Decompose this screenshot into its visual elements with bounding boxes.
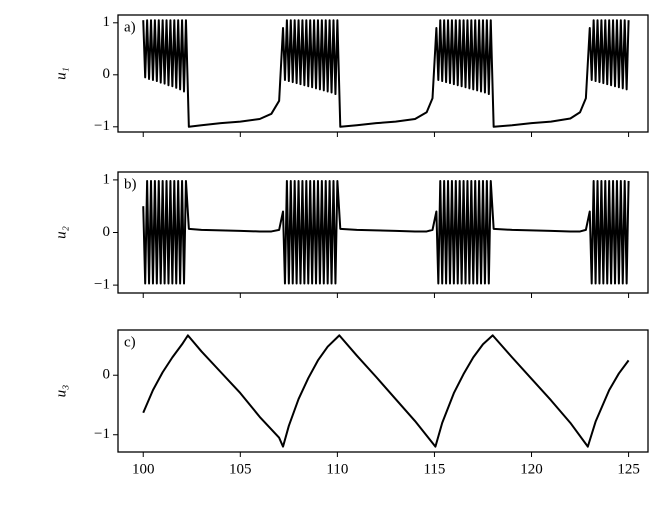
y-tick-label: −1 xyxy=(94,426,110,442)
x-tick-label: 125 xyxy=(617,461,640,477)
y-tick-label: 0 xyxy=(103,66,111,82)
y-tick-label: −1 xyxy=(94,277,110,293)
x-tick-label: 115 xyxy=(423,461,445,477)
data-line xyxy=(142,19,630,128)
y-axis-label: u₃ xyxy=(53,385,69,398)
y-tick-label: −1 xyxy=(94,118,110,134)
x-tick-label: 105 xyxy=(229,461,252,477)
y-tick-label: 1 xyxy=(103,171,111,187)
data-line xyxy=(142,179,630,285)
axes-frame xyxy=(117,171,649,294)
axes-frame xyxy=(117,329,649,453)
data-line xyxy=(142,334,630,448)
x-tick-label: 110 xyxy=(326,461,348,477)
panel-annotation: a) xyxy=(124,19,136,35)
x-tick-label: 100 xyxy=(132,461,155,477)
x-tick-label: 120 xyxy=(520,461,543,477)
y-axis-label: u₁ xyxy=(53,67,69,80)
y-tick-label: 0 xyxy=(103,367,111,383)
y-tick-label: 1 xyxy=(103,14,111,30)
axes-frame xyxy=(117,14,649,133)
y-tick-label: 0 xyxy=(103,224,111,240)
panel-annotation: c) xyxy=(124,334,136,350)
panel-annotation: b) xyxy=(124,176,137,192)
y-axis-label: u₂ xyxy=(53,226,69,239)
